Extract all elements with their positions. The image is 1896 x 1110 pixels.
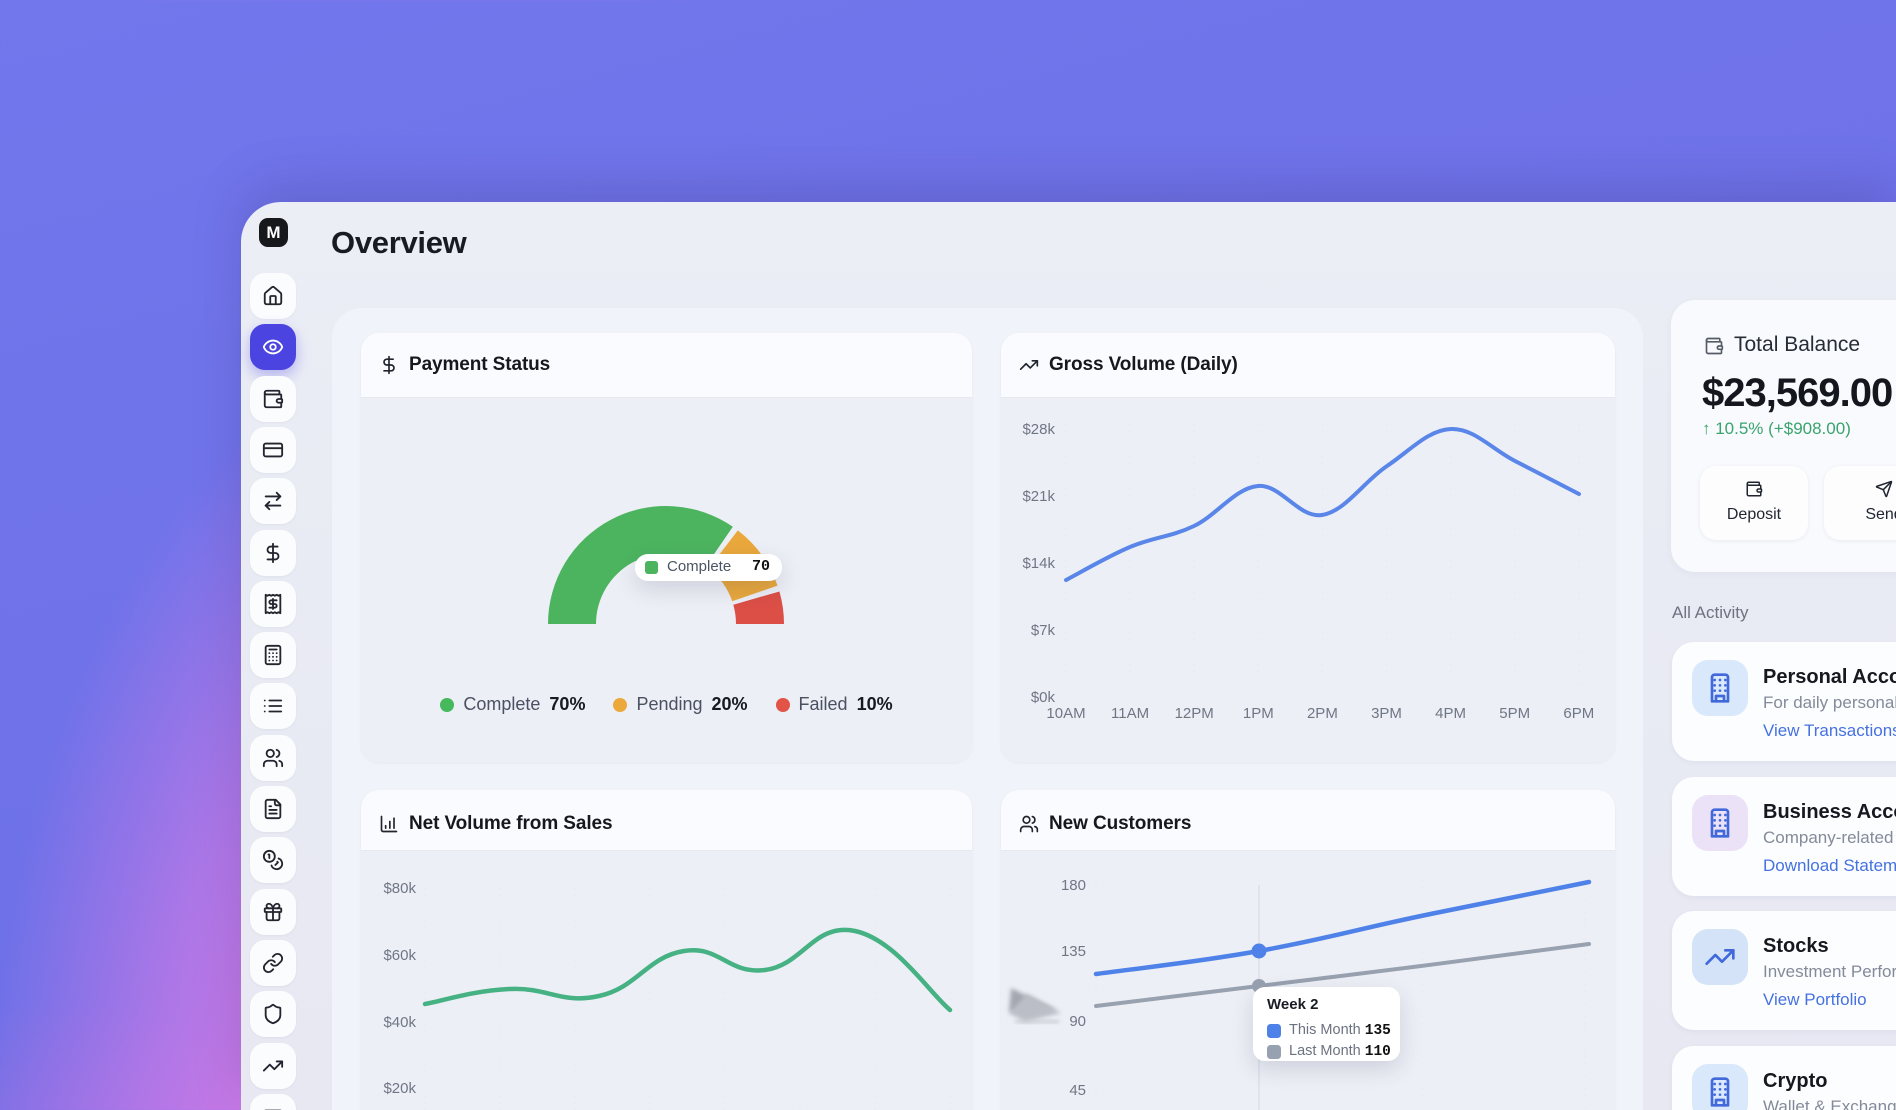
svg-text:$28k: $28k: [1022, 421, 1055, 438]
svg-text:135: 135: [1061, 943, 1086, 960]
svg-text:$40k: $40k: [383, 1014, 416, 1031]
svg-text:12PM: 12PM: [1175, 705, 1214, 722]
svg-text:180: 180: [1061, 877, 1086, 894]
svg-text:4PM: 4PM: [1435, 705, 1466, 722]
svg-text:45: 45: [1069, 1082, 1086, 1099]
svg-text:$14k: $14k: [1022, 555, 1055, 572]
svg-text:2PM: 2PM: [1307, 705, 1338, 722]
svg-text:11AM: 11AM: [1111, 705, 1149, 722]
svg-text:$0k: $0k: [1031, 689, 1056, 706]
svg-text:$7k: $7k: [1031, 622, 1056, 639]
svg-text:10AM: 10AM: [1046, 705, 1085, 722]
svg-text:3PM: 3PM: [1371, 705, 1402, 722]
svg-text:6PM: 6PM: [1563, 705, 1594, 722]
svg-text:90: 90: [1069, 1013, 1086, 1030]
svg-text:$20k: $20k: [383, 1080, 416, 1097]
svg-text:1PM: 1PM: [1243, 705, 1274, 722]
svg-text:5PM: 5PM: [1499, 705, 1530, 722]
svg-text:$80k: $80k: [383, 880, 416, 897]
svg-text:$21k: $21k: [1022, 488, 1055, 505]
svg-text:$60k: $60k: [383, 947, 416, 964]
